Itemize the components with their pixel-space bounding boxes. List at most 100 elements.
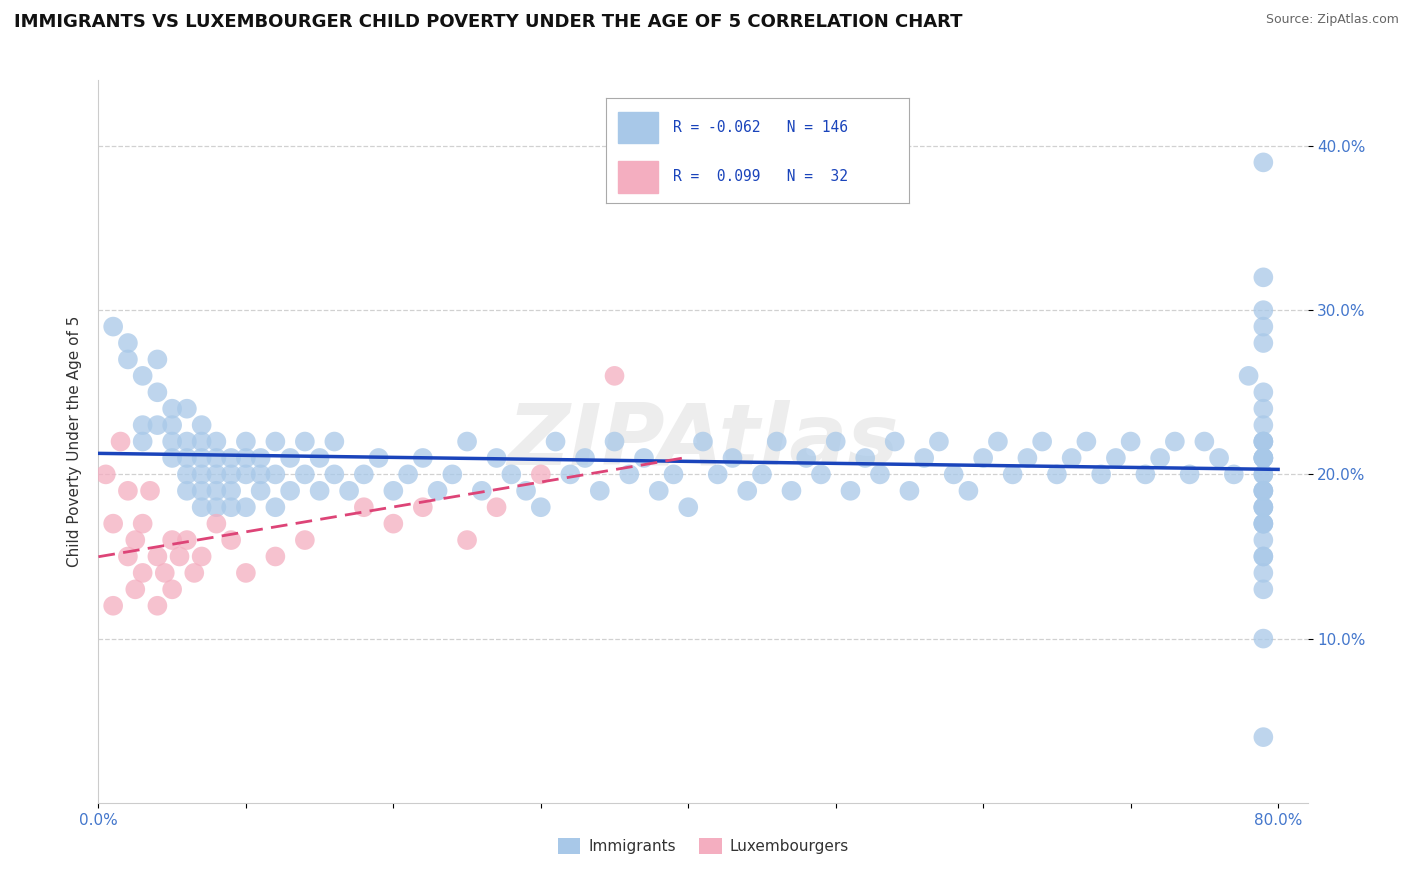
Point <box>1253 385 1275 400</box>
Point <box>441 467 464 482</box>
Point <box>1253 270 1275 285</box>
Point <box>456 434 478 449</box>
Point <box>1090 467 1112 482</box>
Point <box>883 434 905 449</box>
Point <box>146 385 169 400</box>
Point <box>1031 434 1053 449</box>
Point <box>1208 450 1230 465</box>
Point <box>117 483 139 498</box>
Point <box>574 450 596 465</box>
Point <box>146 418 169 433</box>
Point <box>146 549 169 564</box>
Point <box>1149 450 1171 465</box>
Point <box>131 516 153 531</box>
Point <box>426 483 449 498</box>
Point <box>515 483 537 498</box>
Y-axis label: Child Poverty Under the Age of 5: Child Poverty Under the Age of 5 <box>66 316 82 567</box>
Point <box>264 434 287 449</box>
Point <box>205 434 228 449</box>
Point <box>160 582 183 597</box>
Point <box>205 483 228 498</box>
Point <box>160 418 183 433</box>
Point <box>249 483 271 498</box>
Point <box>235 434 257 449</box>
Point <box>412 500 434 515</box>
Point <box>1223 467 1246 482</box>
Point <box>94 467 117 482</box>
Point <box>1253 483 1275 498</box>
Point <box>131 434 153 449</box>
Point <box>219 467 242 482</box>
Point <box>294 533 316 547</box>
Point <box>1001 467 1024 482</box>
Point <box>972 450 994 465</box>
Point <box>471 483 494 498</box>
Point <box>794 450 817 465</box>
Point <box>117 352 139 367</box>
Point <box>1253 467 1275 482</box>
Point <box>1164 434 1187 449</box>
Point <box>160 533 183 547</box>
Point <box>382 516 405 531</box>
Point <box>589 483 612 498</box>
Point <box>235 450 257 465</box>
Point <box>706 467 728 482</box>
Point <box>101 599 124 613</box>
Point <box>382 483 405 498</box>
Point <box>1253 549 1275 564</box>
Point <box>101 516 124 531</box>
Point <box>1237 368 1260 383</box>
Point <box>160 401 183 416</box>
Point <box>942 467 965 482</box>
Point <box>176 467 198 482</box>
Point <box>117 549 139 564</box>
Point <box>957 483 980 498</box>
Point <box>205 516 228 531</box>
Point <box>619 467 641 482</box>
Point <box>1253 516 1275 531</box>
Point <box>1253 516 1275 531</box>
Point <box>337 483 360 498</box>
Point <box>131 368 153 383</box>
Point <box>824 434 846 449</box>
Point <box>131 418 153 433</box>
Point <box>1253 582 1275 597</box>
Point <box>101 319 124 334</box>
Point <box>160 434 183 449</box>
Point <box>190 418 212 433</box>
Point <box>1119 434 1142 449</box>
Point <box>1060 450 1083 465</box>
Point <box>294 434 316 449</box>
Point <box>235 467 257 482</box>
Point <box>219 533 242 547</box>
Point <box>117 336 139 351</box>
Point <box>1253 401 1275 416</box>
Point <box>1253 483 1275 498</box>
Point <box>278 450 301 465</box>
Point <box>1253 418 1275 433</box>
Point <box>176 450 198 465</box>
Point <box>1253 549 1275 564</box>
Point <box>869 467 891 482</box>
Point <box>110 434 132 449</box>
Point <box>603 368 626 383</box>
Point <box>633 450 655 465</box>
Point <box>603 434 626 449</box>
Point <box>1253 336 1275 351</box>
Point <box>153 566 176 580</box>
Text: Source: ZipAtlas.com: Source: ZipAtlas.com <box>1265 13 1399 27</box>
Point <box>485 450 508 465</box>
Point <box>264 549 287 564</box>
Point <box>1253 533 1275 547</box>
Point <box>560 467 582 482</box>
Point <box>1253 500 1275 515</box>
Point <box>176 434 198 449</box>
Point <box>190 549 212 564</box>
Point <box>1253 516 1275 531</box>
Point <box>530 467 553 482</box>
Point <box>735 483 758 498</box>
Text: ZIPAtlas: ZIPAtlas <box>508 400 898 483</box>
Point <box>235 566 257 580</box>
Point <box>190 467 212 482</box>
Point <box>662 467 685 482</box>
